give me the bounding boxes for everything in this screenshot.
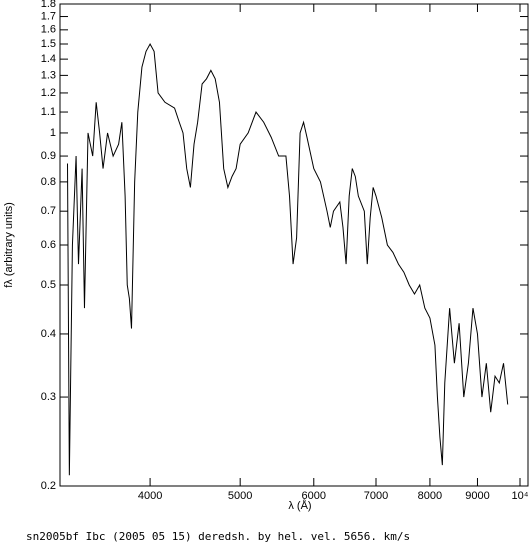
y-tick-label: 1.8	[41, 0, 56, 10]
y-tick-label: 1.7	[41, 10, 56, 22]
y-tick-label: 1.2	[41, 87, 56, 99]
y-axis-label: fλ (arbitrary units)	[3, 202, 15, 288]
y-tick-label: 0.8	[41, 176, 56, 188]
y-tick-label: 1.4	[41, 53, 56, 65]
y-tick-label: 0.7	[41, 205, 56, 217]
y-tick-label: 0.9	[41, 150, 56, 162]
x-tick-label: 8000	[418, 490, 442, 502]
y-tick-label: 0.4	[41, 328, 56, 340]
y-tick-label: 0.5	[41, 279, 56, 291]
y-tick-label: 0.6	[41, 239, 56, 251]
spectrum-line	[67, 42, 509, 476]
x-tick-label: 10⁴	[512, 490, 529, 502]
caption: sn2005bf Ibc (2005 05 15) deredsh. by he…	[26, 530, 410, 543]
x-tick-label: 5000	[228, 490, 252, 502]
x-tick-label: 4000	[138, 490, 162, 502]
y-tick-label: 1.1	[41, 106, 56, 118]
x-tick-label: 9000	[465, 490, 489, 502]
y-tick-label: 1.6	[41, 24, 56, 36]
y-tick-label: 0.2	[41, 480, 56, 492]
y-tick-label: 1.5	[41, 38, 56, 50]
plot-frame	[59, 3, 529, 487]
y-tick-label: 0.3	[41, 391, 56, 403]
y-tick-label: 1.3	[41, 69, 56, 81]
x-tick-label: 6000	[302, 490, 326, 502]
x-axis-label: λ (Å)	[288, 499, 311, 512]
y-tick-label: 1	[50, 127, 56, 139]
x-tick-label: 7000	[364, 490, 388, 502]
